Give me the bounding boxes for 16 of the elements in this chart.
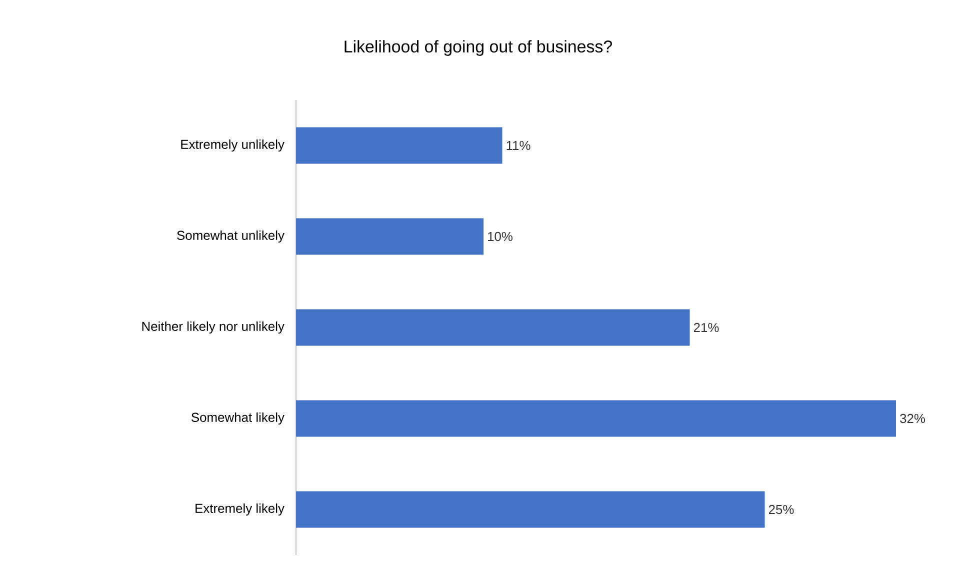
data-label: 21% — [694, 322, 719, 332]
y-tick-label: Neither likely nor unlikely — [142, 321, 284, 334]
y-tick-label: Extremely unlikely — [181, 139, 284, 152]
bar — [296, 400, 896, 437]
data-label: 32% — [900, 414, 925, 424]
bar — [296, 491, 765, 528]
data-label: 11% — [506, 140, 530, 150]
bar — [296, 309, 690, 346]
bar — [296, 127, 502, 164]
data-label: 25% — [768, 504, 794, 514]
bar — [296, 218, 484, 255]
chart-title: Likelihood of going out of business? — [344, 40, 612, 56]
y-tick-label: Somewhat likely — [192, 412, 284, 425]
y-tick-label: Extremely likely — [196, 503, 284, 516]
y-tick-label: Somewhat unlikely — [177, 230, 284, 243]
data-label: 10% — [488, 232, 512, 242]
